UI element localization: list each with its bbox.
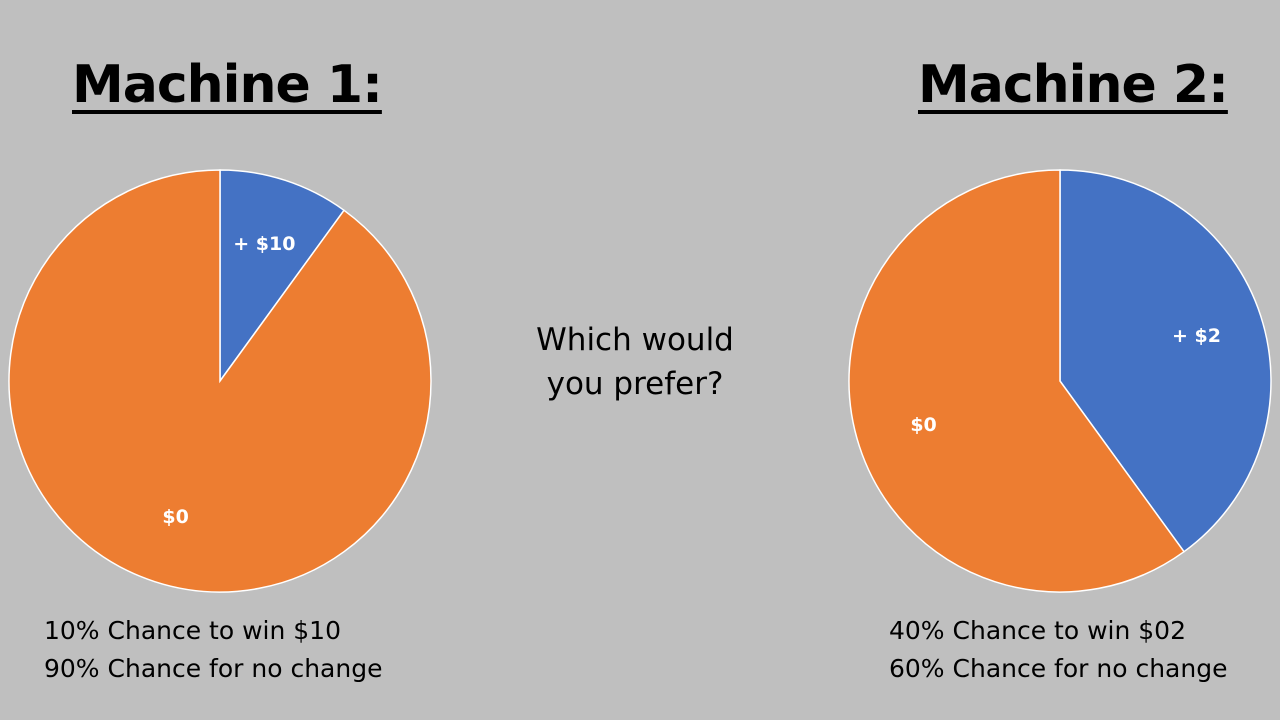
machine-1-title: Machine 1:	[72, 55, 383, 115]
machine-2-caption: 40% Chance to win $02 60% Chance for no …	[889, 612, 1227, 688]
question-line-1: Which would	[536, 322, 734, 358]
pie-label-win: + $10	[233, 233, 295, 255]
machine-1-no-change-odds: 90% Chance for no change	[44, 654, 383, 683]
pie-label-win: + $2	[1172, 325, 1221, 347]
pie-slice-no-change	[848, 169, 1186, 593]
pie-label-no-change: $0	[162, 506, 188, 528]
preference-question: Which would you prefer?	[500, 318, 770, 406]
pie-label-no-change: $0	[910, 414, 936, 436]
pie-slice-no-change	[8, 169, 432, 593]
machine-2-pie-chart: + $2 $0	[848, 169, 1272, 593]
machine-1-caption: 10% Chance to win $10 90% Chance for no …	[44, 612, 382, 688]
pie-slice-win	[1059, 169, 1272, 553]
machine-1-pie-chart: + $10 $0	[8, 169, 432, 593]
machine-2-title: Machine 2:	[918, 55, 1229, 115]
question-line-2: you prefer?	[546, 366, 724, 402]
machine-1-win-odds: 10% Chance to win $10	[44, 616, 341, 645]
machine-2-win-odds: 40% Chance to win $02	[889, 616, 1186, 645]
machine-2-no-change-odds: 60% Chance for no change	[889, 654, 1228, 683]
pie-slice-win	[219, 169, 346, 384]
